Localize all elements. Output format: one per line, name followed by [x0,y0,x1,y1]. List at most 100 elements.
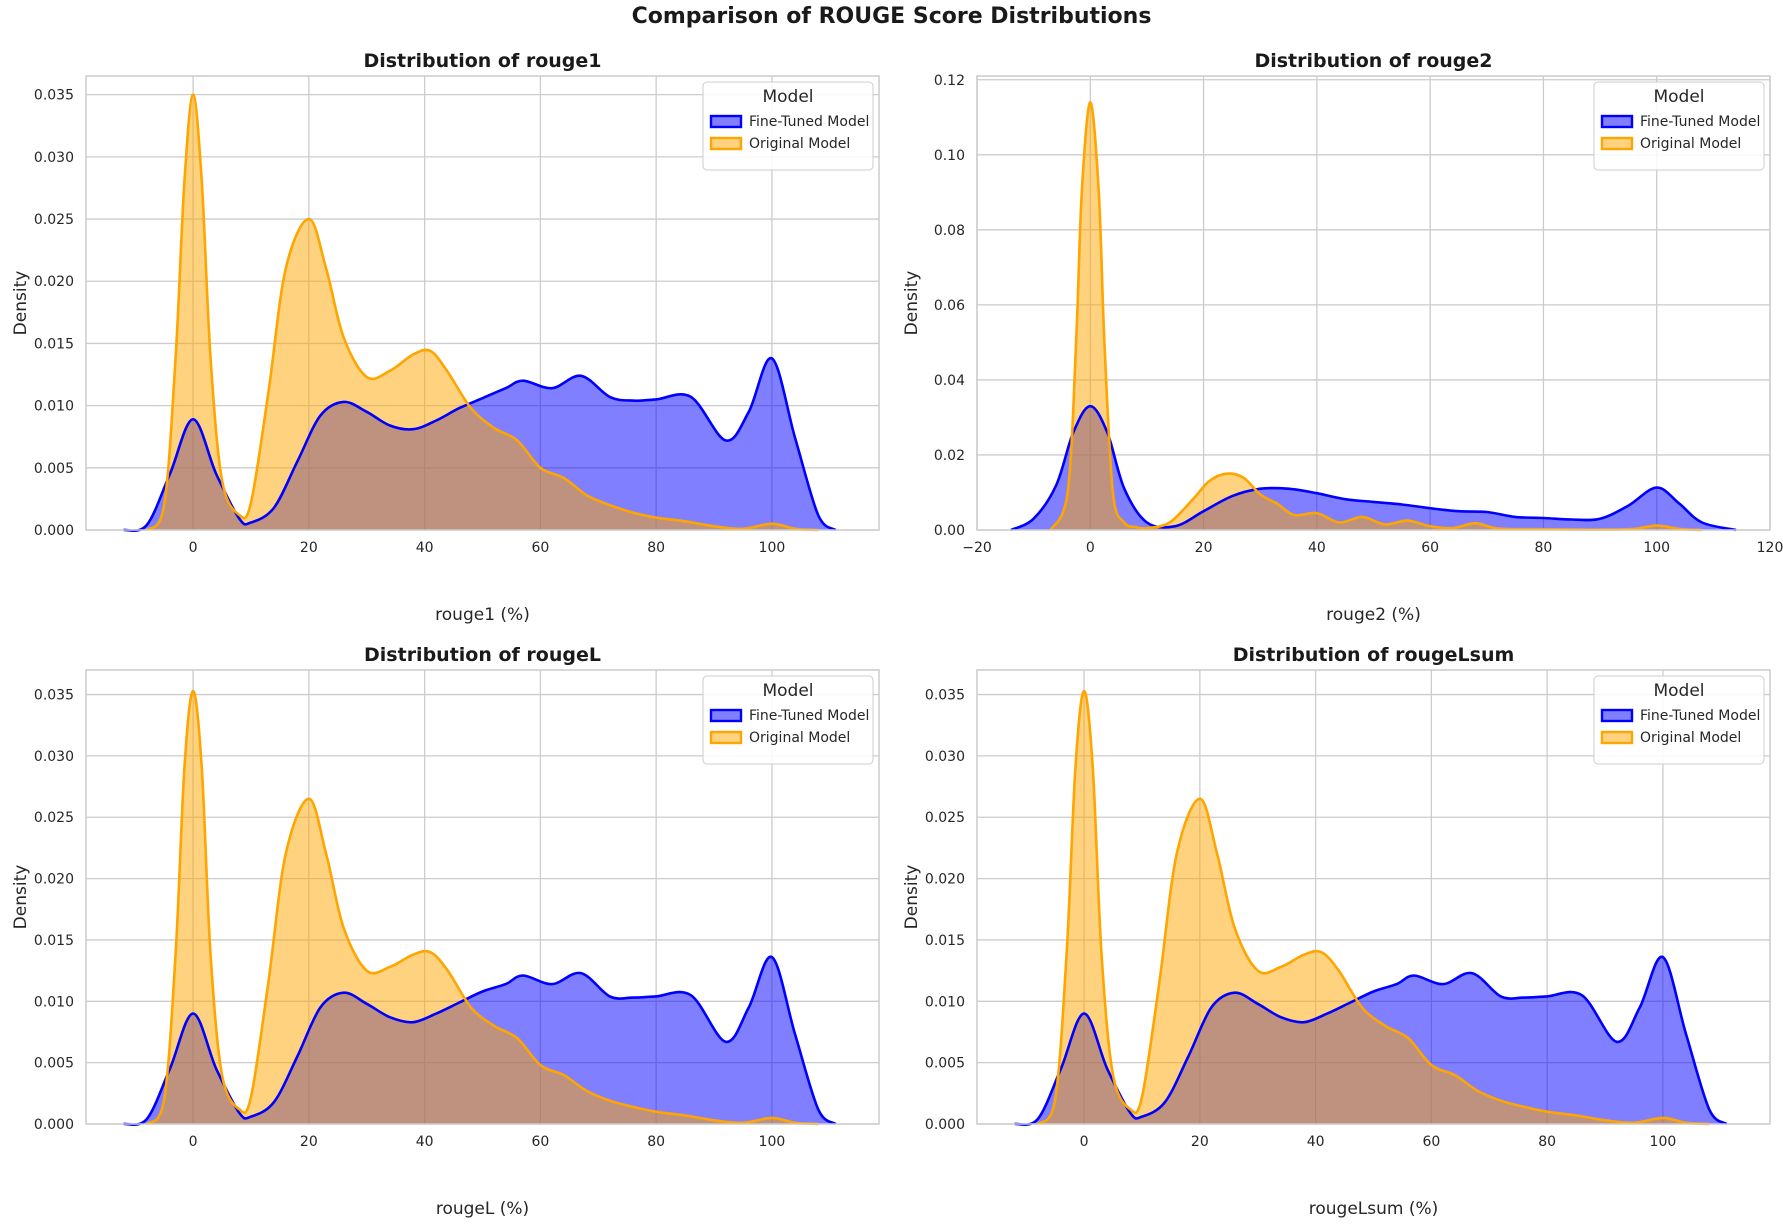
y-tick-label: 0.035 [34,88,74,104]
x-tick-label: 40 [1308,540,1326,556]
y-tick-label: 0.12 [934,73,965,89]
x-tick-label: 80 [647,1134,665,1150]
x-tick-label: 100 [759,1134,786,1150]
y-tick-label: 0.02 [934,448,965,464]
legend-entry-label: Fine-Tuned Model [749,708,869,724]
x-tick-label: 80 [1538,1134,1556,1150]
x-axis-label: rougeLsum (%) [1309,1199,1439,1219]
legend-entry-label: Original Model [1640,136,1741,152]
chart-svg-rougeLsum: 0 20 40 60 80 100 0.000 0.005 0.010 0.015 0.020 0.0… [902,644,1771,1219]
density-line-fine-tuned-model [1010,404,1737,532]
x-tick-label: 0 [1080,1134,1089,1150]
density-line-fine-tuned-model [1014,955,1728,1126]
x-axis-label: rougeL (%) [436,1199,529,1219]
y-tick-label: 0.005 [34,1056,74,1072]
chart-panel-rougeLsum: 0 20 40 60 80 100 0.000 0.005 0.010 0.015 0.020 0.0… [891,624,1783,1224]
legend-swatch [709,730,743,745]
chart-panel-rouge1: 0 20 40 60 80 100 0.000 0.005 0.010 0.015 0.020 0.0… [0,30,892,630]
chart-panel-rouge2: −20 0 20 40 60 80 100 120 0.00 0.02 0.04 0.06 0.08 0.… [891,30,1783,630]
y-tick-label: 0.00 [934,523,965,539]
chart-svg-rougeL: 0 20 40 60 80 100 0.000 0.005 0.010 0.015 0.020 0.0… [11,644,880,1219]
density-line-original-model [1036,689,1710,1126]
legend-title: Model [762,87,813,107]
legend-entry-label: Fine-Tuned Model [1640,708,1760,724]
legend-swatch [709,114,743,129]
y-tick-label: 0.020 [34,274,74,290]
y-tick-label: 0.035 [34,688,74,704]
density-line-original-model [145,689,819,1126]
legend-title: Model [1653,681,1704,701]
x-tick-label: 0 [189,1134,198,1150]
legend-box [702,81,874,171]
y-tick-label: 0.015 [34,933,74,949]
density-line-original-model [145,93,819,532]
legend-box [1593,81,1765,171]
x-tick-label: 20 [300,1134,318,1150]
chart-panel-rougeL: 0 20 40 60 80 100 0.000 0.005 0.010 0.015 0.020 0.0… [0,624,892,1224]
x-tick-label: −20 [962,540,992,556]
y-tick-label: 0.04 [934,373,965,389]
chart-title: Distribution of rougeLsum [1233,644,1515,666]
legend: Model Fine-Tuned Model Original Model [702,81,874,171]
x-tick-label: 40 [1307,1134,1325,1150]
y-tick-label: 0.030 [34,150,74,166]
density-line-original-model [1049,101,1703,532]
y-axis-label: Density [902,271,922,336]
legend-swatch [1600,114,1634,129]
density-line-fine-tuned-model [123,357,837,533]
y-tick-label: 0.025 [34,810,74,826]
y-tick-label: 0.005 [925,1056,965,1072]
y-tick-label: 0.030 [925,749,965,765]
legend-title: Model [1653,87,1704,107]
x-tick-label: 40 [416,540,434,556]
x-tick-label: 60 [1422,1134,1440,1150]
legend-swatch [1600,730,1634,745]
x-tick-label: 60 [531,1134,549,1150]
legend: Model Fine-Tuned Model Original Model [702,675,874,765]
x-tick-label: 0 [1086,540,1095,556]
y-tick-label: 0.000 [925,1117,965,1133]
plot-frame [85,75,880,531]
y-tick-label: 0.06 [934,298,965,314]
y-tick-label: 0.020 [34,872,74,888]
y-tick-label: 0.08 [934,223,965,239]
figure-title: Comparison of ROUGE Score Distributions [631,4,1152,29]
y-axis-label: Density [11,865,31,930]
plot-frame [976,669,1771,1125]
plot-frame [976,75,1771,531]
y-tick-label: 0.000 [34,1117,74,1133]
y-tick-label: 0.000 [34,523,74,539]
legend-swatch [709,136,743,151]
legend: Model Fine-Tuned Model Original Model [1593,81,1765,171]
y-axis-label: Density [11,271,31,336]
y-tick-label: 0.010 [34,399,74,415]
legend-swatch [709,708,743,723]
x-tick-label: 100 [1650,1134,1677,1150]
y-axis-label: Density [902,865,922,930]
x-tick-label: 100 [759,540,786,556]
legend-entry-label: Original Model [749,730,850,746]
x-axis-label: rouge2 (%) [1326,605,1421,625]
y-tick-label: 0.035 [925,688,965,704]
density-line-fine-tuned-model [123,955,837,1126]
y-tick-label: 0.015 [34,336,74,352]
legend-swatch [1600,136,1634,151]
plot-frame [85,669,880,1125]
x-tick-label: 60 [1421,540,1439,556]
chart-svg-rouge1: 0 20 40 60 80 100 0.000 0.005 0.010 0.015 0.020 0.0… [11,50,880,625]
legend-title: Model [762,681,813,701]
x-tick-label: 40 [416,1134,434,1150]
x-tick-label: 100 [1643,540,1670,556]
legend-entry-label: Original Model [1640,730,1741,746]
y-tick-label: 0.010 [925,994,965,1010]
x-tick-label: 80 [1535,540,1553,556]
legend-box [1593,675,1765,765]
x-tick-label: 120 [1757,540,1783,556]
chart-title: Distribution of rouge2 [1254,50,1492,72]
x-tick-label: 20 [300,540,318,556]
y-tick-label: 0.020 [925,872,965,888]
legend-entry-label: Fine-Tuned Model [749,114,869,130]
chart-svg-rouge2: −20 0 20 40 60 80 100 120 0.00 0.02 0.04 0.06 0.08 0.… [902,50,1783,625]
legend-entry-label: Original Model [749,136,850,152]
x-tick-label: 60 [531,540,549,556]
